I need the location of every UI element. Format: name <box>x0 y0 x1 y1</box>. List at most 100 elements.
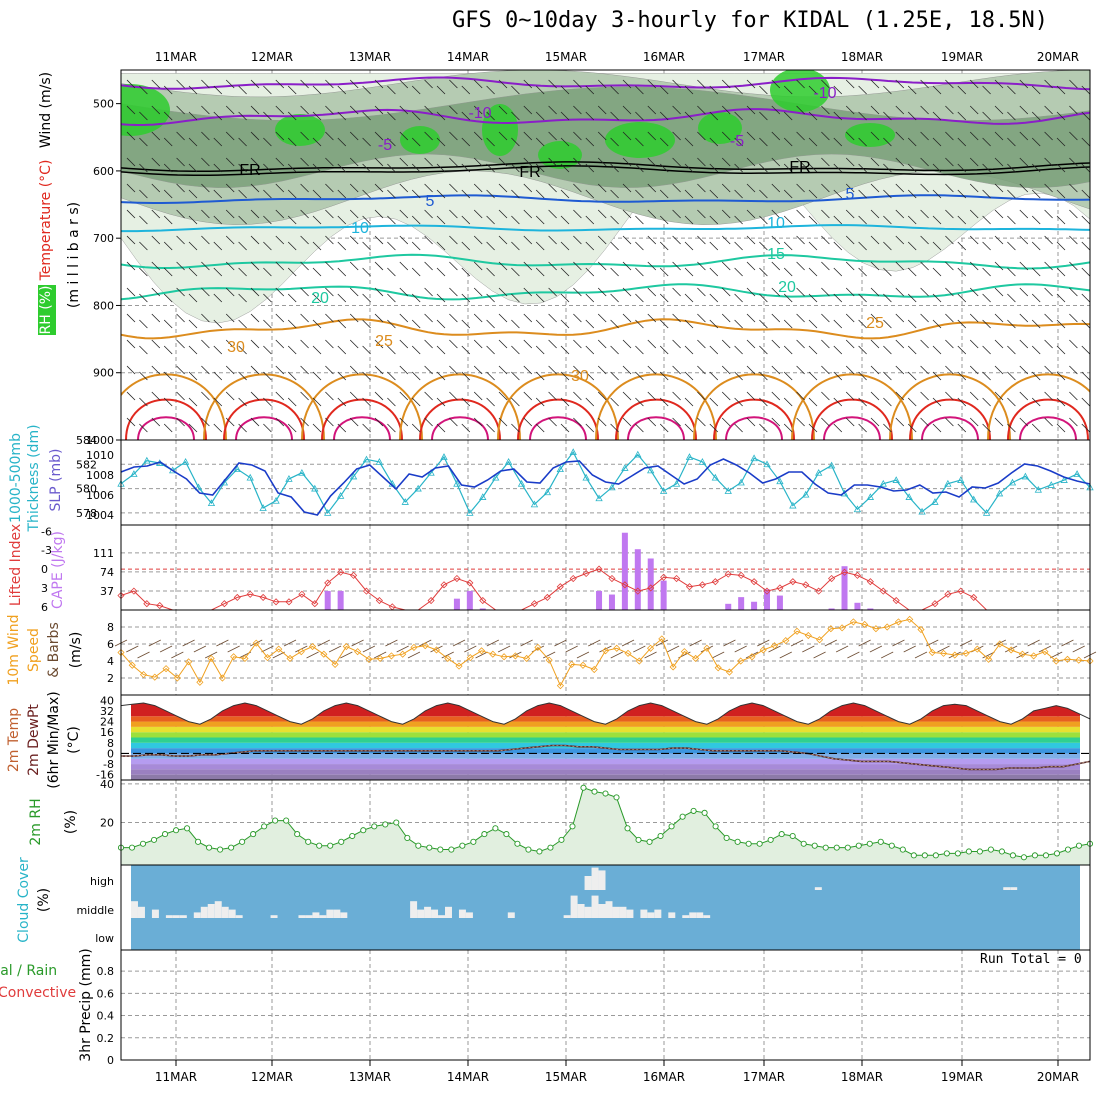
wind-barb <box>783 85 793 95</box>
wind-barb <box>672 157 681 167</box>
wind-barb <box>163 397 173 407</box>
cloud-middle-bar <box>431 909 439 918</box>
wind-barb <box>473 391 483 401</box>
wind-barb <box>796 365 805 375</box>
wind-barb <box>721 365 731 375</box>
lifted-index-point <box>685 583 694 591</box>
wind-barb-10m <box>193 645 207 653</box>
wind-barb <box>597 79 607 89</box>
wind-barb <box>945 235 954 245</box>
wind-barb <box>709 215 719 225</box>
wind-barb <box>994 339 1004 349</box>
wind-barb <box>139 241 148 251</box>
wind-barb <box>461 215 471 225</box>
wind-barb <box>250 79 260 89</box>
cloud-middle-bar <box>312 912 320 918</box>
contour-label: FR <box>239 162 260 179</box>
rh2m-point <box>943 850 950 857</box>
wind-barb <box>659 137 669 147</box>
temp-color-band <box>131 742 1080 749</box>
wind-barb <box>932 397 942 407</box>
wind-barb <box>709 371 719 381</box>
wind-barb <box>957 319 967 329</box>
wind-barb <box>858 267 867 277</box>
rh-high-patch <box>605 122 675 158</box>
wind-barb <box>858 85 867 95</box>
wind-barb <box>139 163 148 173</box>
wind-barb <box>945 131 954 141</box>
wind-barb <box>300 313 309 323</box>
wind-barb-10m <box>1050 651 1063 659</box>
wind-barb <box>325 313 334 323</box>
wind-barb <box>238 345 247 355</box>
wind-barb <box>486 215 495 225</box>
thickness-point <box>1060 476 1068 483</box>
wind-barb <box>349 287 359 297</box>
wind-barb <box>647 209 657 219</box>
wind-barb-10m <box>1061 639 1074 647</box>
lifted-index-point <box>724 570 732 578</box>
wind-barb <box>1056 397 1066 407</box>
wind-barb <box>362 163 371 173</box>
wind-barb <box>300 131 309 141</box>
contour-label: -10 <box>468 105 491 122</box>
wind-barb <box>1044 131 1053 141</box>
wind-barb <box>759 397 768 407</box>
wind-barb <box>635 267 644 277</box>
contour-freezing <box>121 165 1090 176</box>
wind-barb <box>1007 189 1016 199</box>
wind-barb <box>597 391 607 401</box>
wind-barb <box>697 105 706 115</box>
rh2m-point <box>657 832 664 840</box>
wind-barb <box>436 267 446 277</box>
panel-label-temp2m: 2m Temp <box>6 708 22 772</box>
wind-barb <box>932 423 942 433</box>
wind-barb-10m <box>542 651 556 659</box>
wind-barb <box>1031 371 1041 381</box>
wind-barb <box>535 319 545 329</box>
wind-barb <box>498 391 508 401</box>
wind-barb <box>907 397 917 407</box>
wind-barb <box>523 365 533 375</box>
ytick-label: 2 <box>107 672 114 685</box>
wind10-point <box>331 660 339 668</box>
wind10-point <box>1018 650 1026 658</box>
wind-barb <box>672 183 681 193</box>
wind-barb <box>783 319 793 329</box>
rh2m-point <box>349 832 356 840</box>
wind-barb-10m <box>847 651 860 659</box>
wind-barb <box>337 241 347 251</box>
series-slp-line <box>120 458 1091 516</box>
wind-barb <box>721 79 731 89</box>
wind-barb <box>498 235 508 245</box>
rh2m-point <box>294 831 301 838</box>
contour-25 <box>121 318 1090 340</box>
wind-barb <box>920 79 929 89</box>
wind10-point <box>635 657 643 665</box>
contour-diurnal-arch <box>1007 398 1089 440</box>
wind-barb <box>821 313 830 323</box>
wind-barb <box>746 339 756 349</box>
wind-barb <box>312 241 322 251</box>
wind-barb <box>548 79 557 89</box>
wind10-point <box>962 649 970 657</box>
wind-barb <box>349 131 359 141</box>
cape-bar <box>337 590 344 610</box>
rh2m-point <box>139 840 147 847</box>
wind-barb <box>300 157 309 167</box>
wind-barb-10m <box>452 639 466 647</box>
wind-barb <box>560 163 570 173</box>
wind10-point <box>387 652 395 660</box>
rh2m-point <box>756 840 763 847</box>
thickness-point <box>233 465 241 473</box>
wind10-point <box>647 644 655 652</box>
contour-label: FR <box>519 164 540 181</box>
wind10-point <box>804 631 812 640</box>
wind-barb <box>449 365 458 375</box>
temp-color-band <box>131 726 1080 733</box>
wind10-point <box>579 661 587 669</box>
wind-barb <box>659 423 669 433</box>
wind-barb <box>225 209 235 219</box>
cloud-high-bar <box>814 887 822 890</box>
wind-barb <box>1044 157 1053 167</box>
